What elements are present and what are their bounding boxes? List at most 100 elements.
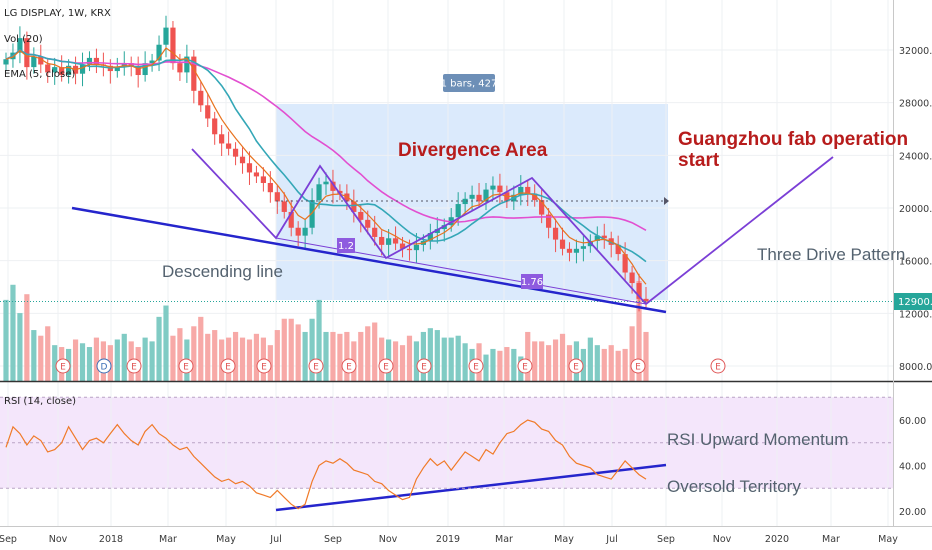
candle-body [156, 44, 162, 61]
dotted-line-arrow [664, 197, 669, 205]
volume-bar [365, 326, 371, 381]
volume-bar [52, 345, 58, 381]
descending-trendline [71, 206, 667, 314]
earnings-marker-label: E [60, 363, 66, 373]
volume-bar [253, 333, 260, 381]
guangzhou-label-2: start [678, 150, 720, 171]
candle-body [260, 176, 266, 183]
earnings-marker [341, 358, 357, 374]
volume-bar [490, 348, 496, 381]
volume-bar [483, 354, 489, 381]
time-tick-label: Nov [49, 534, 68, 545]
earnings-marker [710, 358, 726, 374]
earnings-marker [178, 358, 194, 374]
volume-bar [372, 322, 378, 381]
volume-bar [205, 333, 211, 381]
volume-bar [399, 345, 406, 381]
volume-bar [163, 305, 169, 381]
ema-legend[interactable]: EMA (5, close) [4, 69, 75, 80]
candle-body [86, 57, 93, 65]
candle-body [184, 56, 190, 73]
long-moving-average [5, 49, 647, 231]
ratio-badge-1[interactable] [337, 238, 355, 253]
rsi-axis[interactable]: 20.00 40.00 60.00 [899, 416, 926, 518]
earnings-marker [378, 358, 394, 374]
volume-legend[interactable]: Vol (20) [4, 34, 43, 45]
candle-body [344, 193, 350, 202]
earnings-marker-label: E [346, 363, 352, 373]
volume-bar [10, 284, 16, 381]
candle-body [476, 194, 482, 202]
volume-bar [392, 341, 399, 381]
time-tick-label: Nov [713, 534, 732, 545]
volume-bar [337, 333, 343, 381]
volume-bar [615, 350, 621, 381]
earnings-marker-label: E [715, 363, 721, 373]
price-axis[interactable]: 8000.0 12000.0 16000.0 20000.0 24000.0 28000.… [899, 46, 932, 373]
ratio-badge-1-label: 1.2 [338, 241, 354, 252]
ratio-badge-2-label: 1.76 [521, 277, 543, 288]
rsi-legend[interactable]: RSI (14, close) [4, 396, 76, 407]
volume-bar [309, 318, 315, 381]
time-tick-label: 2018 [99, 534, 123, 545]
range-badge-label: 61 bars, 427d [434, 79, 504, 90]
earnings-marker [220, 358, 236, 374]
candle-body [142, 63, 148, 76]
volume-bar [532, 341, 538, 381]
candle-body [469, 194, 475, 199]
candle-body [379, 236, 385, 245]
earnings-marker [308, 358, 324, 374]
time-tick-label: May [554, 534, 574, 545]
candle-body [594, 235, 600, 241]
volume-bar [629, 326, 635, 381]
candle-body [351, 201, 357, 212]
volume-bar [448, 337, 454, 381]
candle-body [462, 198, 468, 205]
volume-bar [142, 337, 148, 381]
candle-body [253, 172, 260, 177]
time-tick-label: Jul [269, 534, 281, 545]
earnings-marker [468, 358, 484, 374]
volume-bar [587, 337, 593, 381]
candle-body [337, 190, 343, 194]
volume-bar [559, 333, 566, 381]
candle-body [392, 238, 399, 244]
time-axis[interactable]: Sep Nov 2018 Mar May Jul Sep Nov 2019 Mar May Jul Se… [0, 534, 898, 545]
volume-bar [274, 330, 280, 381]
candle-body [17, 38, 23, 53]
range-badge[interactable] [443, 74, 495, 92]
volume-bar [149, 341, 155, 381]
candle-body [629, 272, 635, 284]
volume-bar [156, 316, 162, 381]
candle-body [330, 181, 336, 191]
candle-body [239, 156, 246, 164]
volume-bar [93, 337, 100, 381]
ratio-badge-2[interactable] [521, 274, 543, 289]
volume-bar [552, 339, 559, 381]
volume-bar [462, 343, 468, 381]
volume-bar [420, 331, 426, 381]
candle-body [302, 227, 308, 236]
candle-body [295, 227, 301, 236]
candle-body [288, 211, 294, 228]
candle-body [323, 181, 329, 185]
rsi-trendline [275, 463, 667, 512]
volume-bar [608, 345, 614, 381]
ema-5-line [5, 47, 647, 285]
volume-bar [170, 335, 176, 381]
volume-bar [497, 350, 503, 381]
rsi-grid [0, 396, 893, 489]
price-tick-label: 12000.0 [899, 309, 932, 320]
volume-bar [539, 341, 545, 381]
dividend-marker-label: D [101, 363, 108, 373]
earnings-marker [630, 358, 646, 374]
volume-bar [636, 281, 642, 381]
volume-bar [24, 294, 30, 381]
price-tick-label: 8000.0 [899, 362, 932, 373]
earnings-marker [126, 358, 142, 374]
candle-body [427, 233, 433, 241]
volume-bar [79, 343, 86, 381]
dividend-marker [96, 358, 112, 374]
chart-title[interactable]: LG DISPLAY, 1W, KRX [4, 8, 111, 19]
